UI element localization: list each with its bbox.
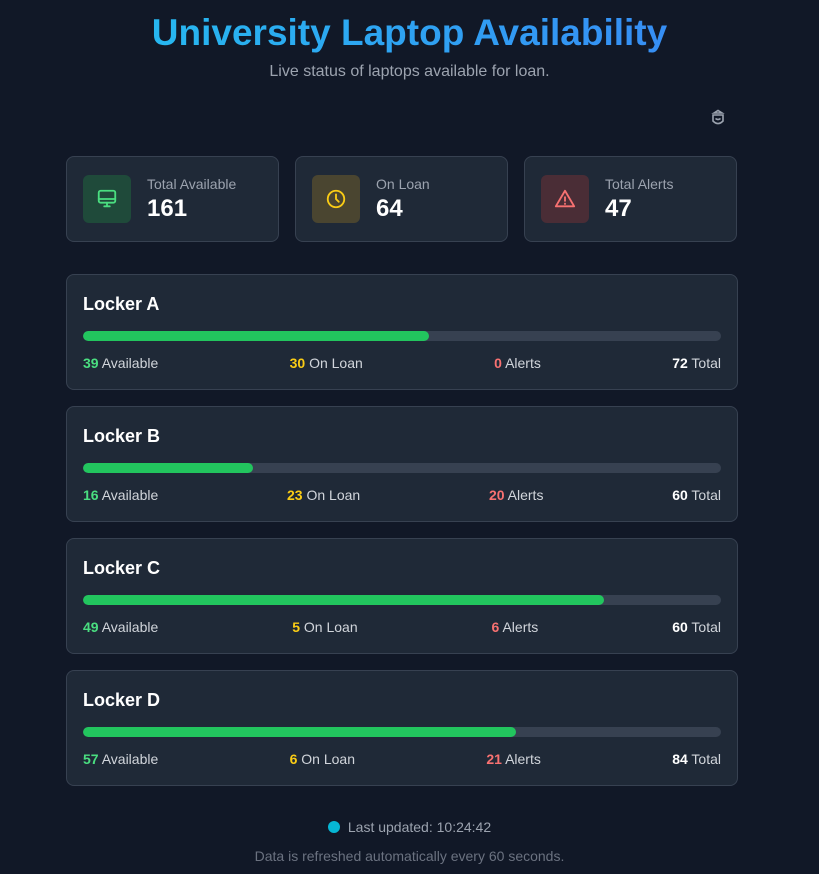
availability-bar-fill	[83, 463, 254, 473]
alerts-stat: 0 Alerts	[494, 355, 541, 371]
stat-label: On Loan	[376, 176, 430, 192]
refresh-note: Data is refreshed automatically every 60…	[254, 848, 565, 864]
clock-icon	[326, 189, 346, 209]
monitor-icon	[97, 189, 117, 208]
admin-settings-button[interactable]	[708, 108, 728, 128]
on-loan-stat: 5 On Loan	[292, 619, 358, 635]
alerts-stat: 6 Alerts	[491, 619, 539, 635]
availability-bar	[83, 331, 721, 341]
available-stat: 16 Available	[83, 487, 159, 503]
stat-value: 64	[376, 195, 403, 222]
available-stat: 39 Available	[83, 355, 159, 371]
locker-name: Locker D	[83, 690, 161, 710]
live-status-dot-icon	[327, 821, 340, 833]
on-loan-stat: 23 On Loan	[287, 487, 361, 503]
stat-value: 161	[147, 195, 188, 222]
locker-card-b: Locker B 16 Available 23 On Loan 20 Aler…	[66, 406, 738, 522]
availability-bar-fill	[83, 727, 517, 737]
on-loan-stat: 30 On Loan	[289, 355, 363, 371]
total-stat: 84 Total	[672, 751, 721, 767]
total-stat: 72 Total	[672, 355, 721, 371]
on-loan-stat: 6 On Loan	[289, 751, 356, 767]
stat-label: Total Alerts	[605, 176, 674, 192]
shield-gear-icon	[711, 109, 725, 125]
availability-bar-fill	[83, 331, 429, 341]
total-stat: 60 Total	[672, 619, 721, 635]
locker-card-a: Locker A 39 Available 30 On Loan 0 Alert…	[66, 274, 738, 390]
alerts-stat: 21 Alerts	[486, 751, 541, 767]
locker-card-c: Locker C 49 Available 5 On Loan 6 Alerts…	[66, 538, 738, 654]
stat-card-on-loan: On Loan 64	[295, 156, 508, 242]
locker-card-d: Locker D 57 Available 6 On Loan 21 Alert…	[66, 670, 738, 786]
last-updated-time: 10:24:42	[436, 819, 492, 835]
availability-bar	[83, 463, 721, 473]
warning-icon	[554, 189, 576, 208]
last-updated: Last updated: 10:24:42	[0, 819, 819, 835]
stat-card-total-alerts: Total Alerts 47	[524, 156, 737, 242]
availability-bar-fill	[83, 595, 605, 605]
total-stat: 60 Total	[672, 487, 721, 503]
stat-card-total-available: Total Available 161	[66, 156, 279, 242]
locker-name: Locker C	[83, 558, 161, 578]
page-subtitle: Live status of laptops available for loa…	[269, 63, 550, 80]
locker-name: Locker A	[83, 294, 160, 314]
page-title: University Laptop Availability	[0, 10, 819, 56]
availability-bar	[83, 595, 721, 605]
alerts-stat: 20 Alerts	[488, 487, 544, 503]
availability-bar	[83, 727, 721, 737]
stat-value: 47	[605, 195, 632, 222]
locker-name: Locker B	[83, 426, 161, 446]
available-stat: 57 Available	[83, 751, 159, 767]
available-stat: 49 Available	[83, 619, 159, 635]
stat-label: Total Available	[147, 176, 237, 192]
